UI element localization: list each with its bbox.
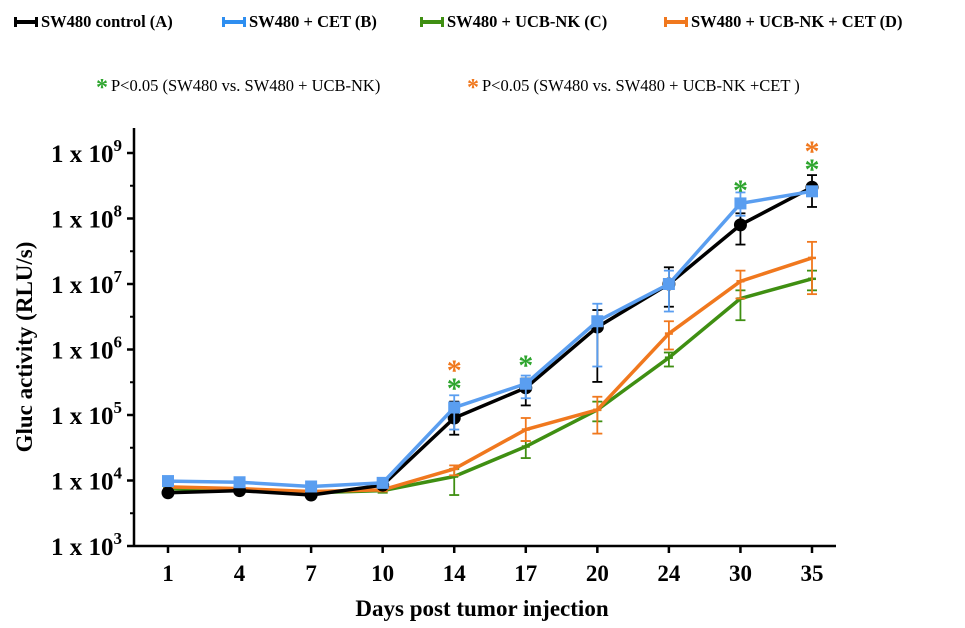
legend-item-ucb-nk: SW480 + UCB-NK (C) [420, 10, 607, 34]
legend-label-ucb-nk: SW480 + UCB-NK (C) [447, 12, 608, 31]
significance-star: * [518, 349, 533, 382]
significance-label-ucb-nk-cet: P<0.05 (SW480 vs. SW480 + UCB-NK +CET ) [482, 75, 800, 95]
chart-axes: 1 x 103 1 x 104 1 x 105 1 x 106 1 x 107 1 x 1… [51, 128, 836, 586]
legend: SW480 control (A) SW480 + CET (B) SW480 … [0, 4, 965, 34]
significance-star: * [733, 174, 748, 207]
data-point [233, 476, 246, 489]
significance-item-ucb-nk-cet: * P<0.05 (SW480 vs. SW480 + UCB-NK +CET … [467, 72, 800, 101]
y-tick-label: 1 x 105 [51, 398, 122, 430]
data-point [662, 278, 675, 290]
significance-star-orange: * [467, 75, 479, 101]
data-point [734, 197, 747, 210]
significance-legend: * P<0.05 (SW480 vs. SW480 + UCB-NK) * P<… [0, 72, 965, 101]
x-axis-label: Days post tumor injection [355, 596, 608, 621]
significance-star: * [447, 372, 462, 405]
legend-swatch-control [14, 17, 38, 27]
x-tick-label: 1 [162, 561, 174, 586]
data-point [519, 377, 532, 390]
chart-series [161, 174, 819, 502]
significance-star-green: * [96, 75, 108, 101]
x-tick-label: 7 [305, 561, 317, 586]
legend-swatch-ucb-nk-cet [664, 17, 688, 27]
data-point [305, 480, 318, 493]
legend-swatch-ucb-nk [420, 17, 444, 27]
data-point [591, 315, 604, 328]
y-tick-label: 1 x 109 [51, 136, 122, 168]
x-tick-label: 35 [801, 561, 824, 586]
y-tick-label: 1 x 107 [51, 267, 123, 299]
x-tick-label: 14 [443, 561, 467, 586]
significance-star: * [805, 135, 820, 168]
data-point [162, 475, 174, 488]
x-tick-label: 4 [234, 561, 246, 586]
x-tick-label: 24 [657, 561, 681, 586]
legend-item-control: SW480 control (A) [14, 10, 173, 34]
data-point [806, 185, 818, 198]
legend-label-ucb-nk-cet: SW480 + UCB-NK + CET (D) [691, 12, 903, 31]
legend-item-cet: SW480 + CET (B) [222, 10, 377, 34]
significance-star: * [447, 354, 462, 387]
y-tick-label: 1 x 104 [51, 464, 123, 496]
x-tick-label: 10 [371, 561, 394, 586]
legend-item-ucb-nk-cet: SW480 + UCB-NK + CET (D) [664, 10, 902, 34]
legend-label-cet: SW480 + CET (B) [249, 12, 377, 31]
series-line [167, 189, 813, 489]
data-point [376, 476, 389, 489]
significance-star: * [805, 153, 820, 186]
y-axis-label: Gluc activity (RLU/s) [12, 242, 37, 453]
series-sw480-cet-b [162, 185, 818, 493]
data-point [733, 218, 747, 232]
data-point [161, 486, 175, 500]
x-tick-label: 17 [514, 561, 537, 586]
series-line [167, 185, 813, 497]
y-tick-label: 1 x 106 [51, 333, 122, 365]
data-point [448, 401, 461, 414]
legend-swatch-cet [222, 17, 246, 27]
series-sw480-ucb-nk-c [163, 269, 817, 496]
x-tick-label: 30 [729, 561, 752, 586]
series-line [167, 277, 813, 495]
y-tick-label: 1 x 103 [51, 529, 122, 561]
series-sw480-ucb-nk-cet-d [163, 240, 817, 495]
legend-label-control: SW480 control (A) [41, 12, 173, 31]
significance-label-ucb-nk: P<0.05 (SW480 vs. SW480 + UCB-NK) [111, 75, 381, 95]
x-tick-label: 20 [586, 561, 609, 586]
chart-annotations: ** **** [447, 135, 820, 405]
y-tick-label: 1 x 108 [51, 202, 122, 234]
significance-item-ucb-nk: * P<0.05 (SW480 vs. SW480 + UCB-NK) [96, 72, 381, 101]
series-line [167, 256, 813, 494]
